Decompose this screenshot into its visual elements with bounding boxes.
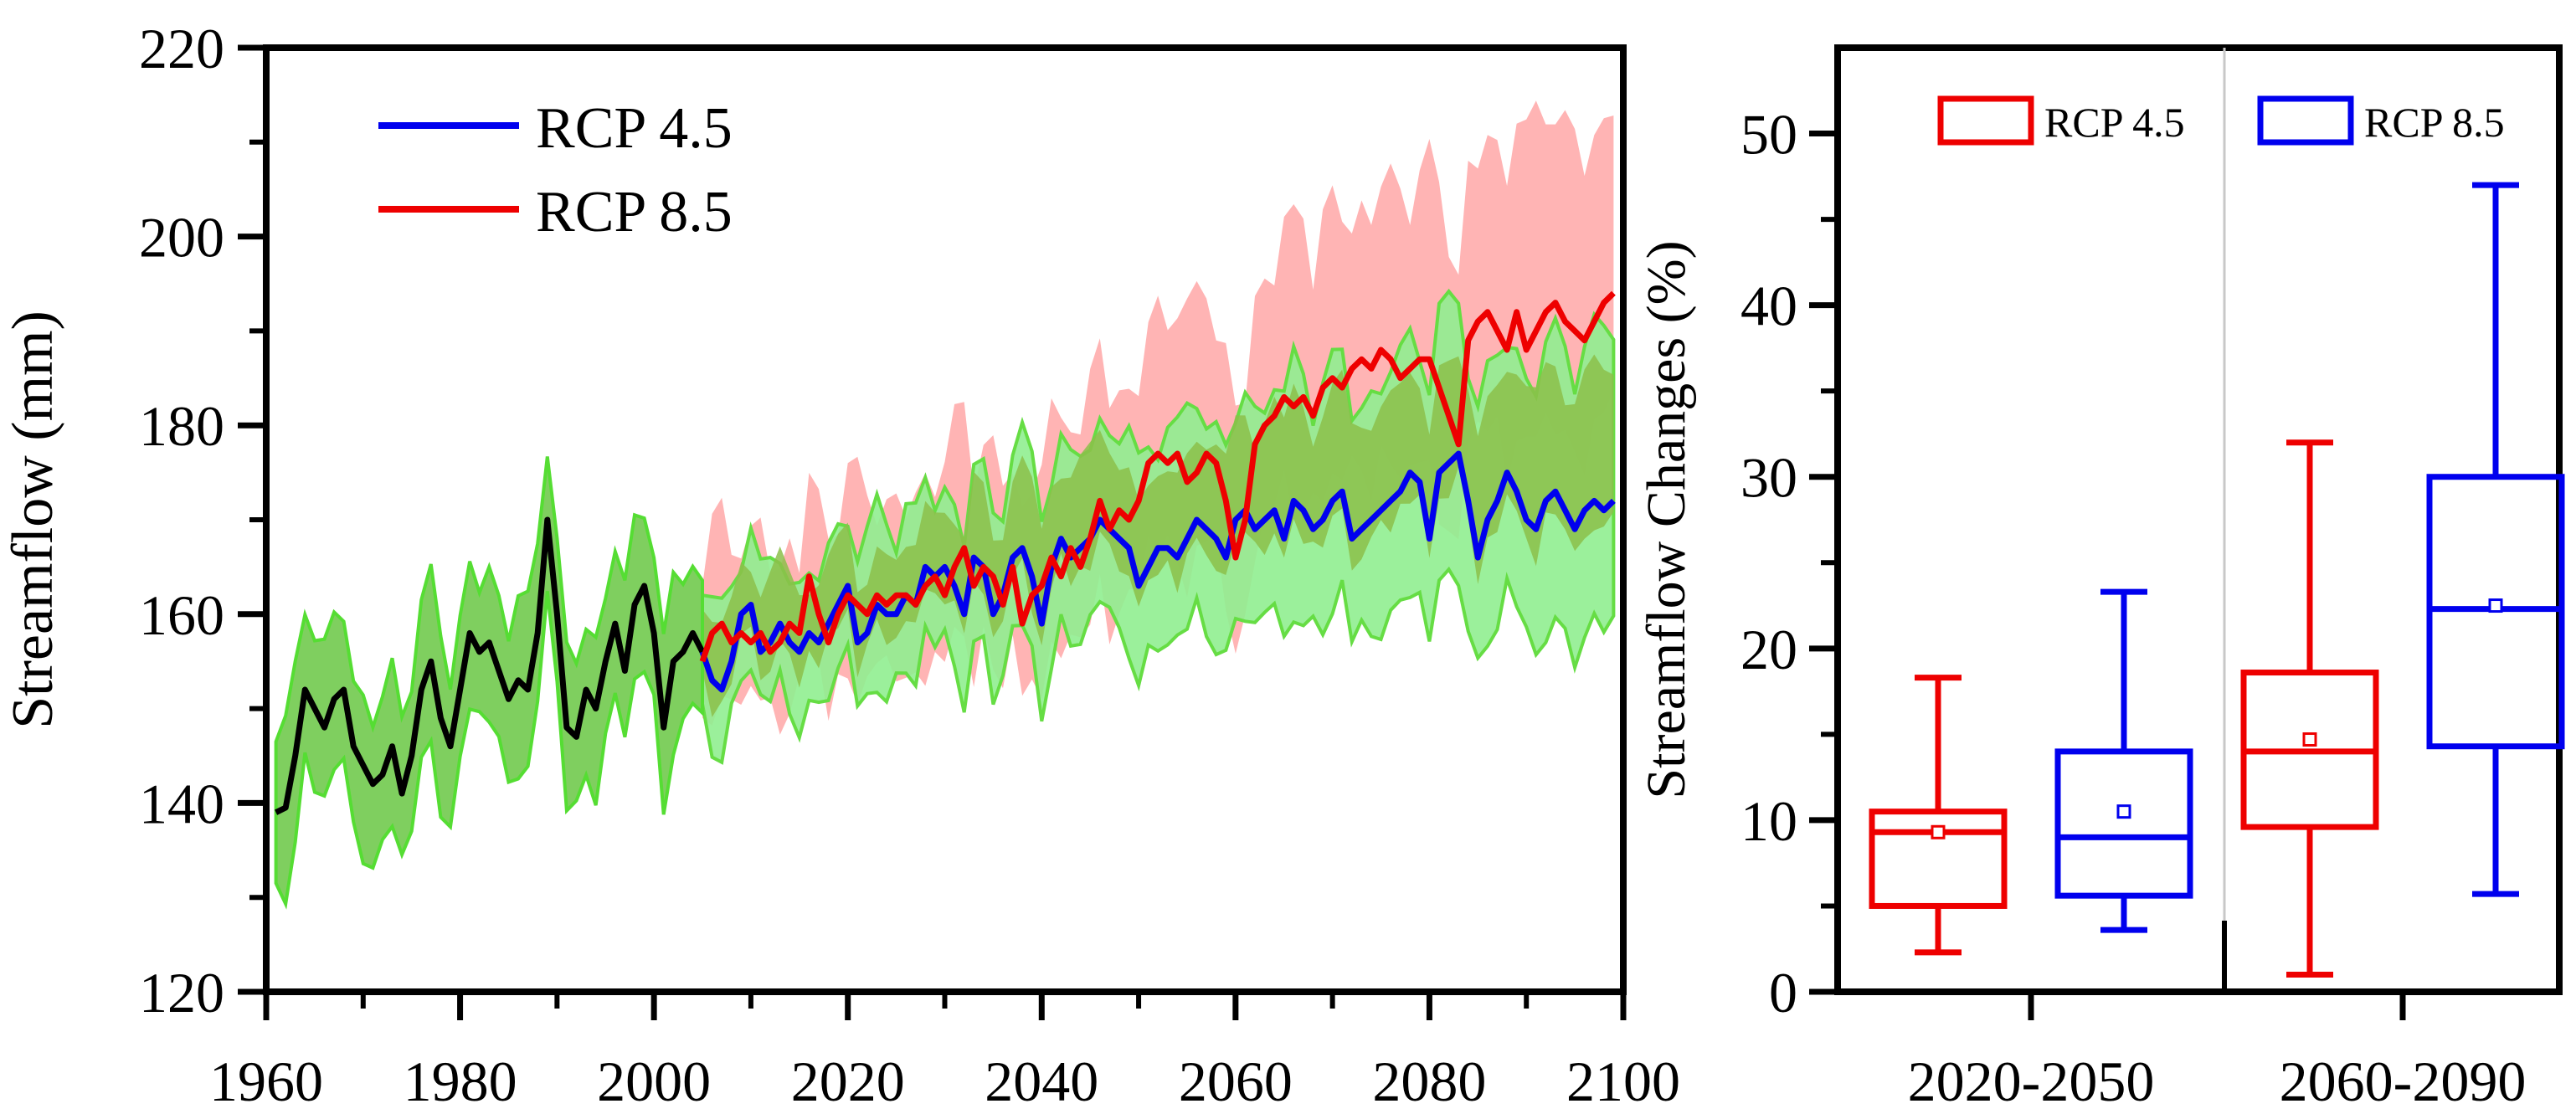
overlap-range-band <box>702 354 1614 717</box>
y-tick-label: 10 <box>1740 789 1797 853</box>
box-plots <box>1869 182 2565 978</box>
box-rcp85-2060-2090 <box>2426 182 2565 897</box>
axis-ticks: 1960 1980 2000 2020 2040 2060 2080 2100 120 140 16… <box>139 17 1680 1113</box>
x-tick-label: 2100 <box>1566 1050 1680 1113</box>
legend: RCP 4.5 RCP 8.5 <box>378 96 733 244</box>
legend-rcp85-label: RCP 8.5 <box>536 180 733 244</box>
series-lines <box>275 290 1616 815</box>
iqr-box <box>1869 809 2008 909</box>
rcp85-line <box>699 290 1616 663</box>
x-tick-label: 2040 <box>985 1050 1098 1113</box>
uncertainty-bands <box>274 100 1616 910</box>
legend-rcp45-label: RCP 4.5 <box>2044 99 2185 146</box>
y-axis-label: Streamflow Changes (%) <box>1636 240 1697 798</box>
y-tick-label: 160 <box>139 583 224 647</box>
plot-frame <box>1834 44 2563 995</box>
x-tick-label: 2080 <box>1372 1050 1486 1113</box>
y-axis-label: Streamflow (mm) <box>1 311 65 729</box>
mean-marker <box>2302 732 2317 747</box>
x-tick-label: 2060 <box>1179 1050 1293 1113</box>
legend-rcp45-swatch <box>1937 95 2034 146</box>
y-tick-label: 30 <box>1740 446 1797 510</box>
x-tick-label: 2000 <box>597 1050 711 1113</box>
box-rcp45-2060-2090 <box>2240 439 2379 978</box>
rcp45-line <box>699 450 1616 693</box>
x-tick-label: 1960 <box>209 1050 323 1113</box>
historical-line <box>275 516 706 815</box>
y-tick-label: 20 <box>1740 618 1797 681</box>
iqr-box <box>2054 748 2193 899</box>
box-rcp85-2020-2050 <box>2054 588 2193 933</box>
mean-marker <box>2116 804 2131 819</box>
historical-range-band <box>274 456 704 910</box>
x-tick-label: 2020-2050 <box>1908 1050 2155 1113</box>
legend-rcp85-swatch <box>2257 95 2354 146</box>
y-tick-label: 200 <box>139 206 224 270</box>
mean-marker <box>2488 598 2503 613</box>
x-tick-label: 2060-2090 <box>2280 1050 2527 1113</box>
streamflow-change-boxplot-panel: 0 10 20 30 40 50 2020-2050 2060-2090 Streamflow… <box>1636 44 2565 1113</box>
streamflow-timeseries-panel: 1960 1980 2000 2020 2040 2060 2080 2100 120 140 16… <box>1 17 1680 1113</box>
y-tick-label: 140 <box>139 772 224 835</box>
y-tick-label: 180 <box>139 394 224 458</box>
box-rcp45-2020-2050 <box>1869 675 2008 956</box>
legend-rcp85-label: RCP 8.5 <box>2364 99 2505 146</box>
y-tick-label: 120 <box>139 961 224 1024</box>
y-tick-label: 40 <box>1740 275 1797 338</box>
x-tick-label: 2020 <box>791 1050 905 1113</box>
y-tick-label: 220 <box>139 17 224 80</box>
x-tick-label: 1980 <box>404 1050 517 1113</box>
mean-marker <box>1931 824 1946 839</box>
legend: RCP 4.5 RCP 8.5 <box>1937 95 2505 146</box>
y-tick-label: 50 <box>1740 103 1797 167</box>
axis-ticks: 0 10 20 30 40 50 2020-2050 2060-2090 <box>1740 103 2526 1113</box>
y-tick-label: 0 <box>1769 961 1797 1024</box>
legend-rcp45-label: RCP 4.5 <box>536 96 733 161</box>
